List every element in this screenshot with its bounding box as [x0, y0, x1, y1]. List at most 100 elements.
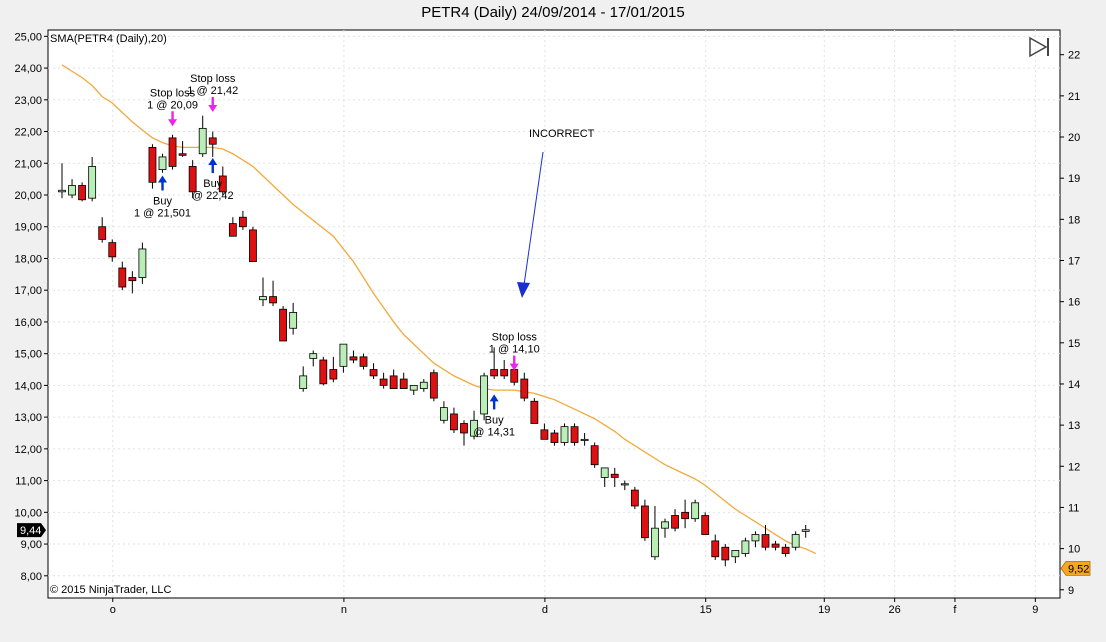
stop-label-line2: 1 @ 20,09 [147, 99, 198, 111]
right-price-tag-label: 9,52 [1068, 563, 1089, 575]
chart-title: PETR4 (Daily) 24/09/2014 - 17/01/2015 [421, 4, 685, 21]
left-tick-label: 25,00 [14, 31, 42, 43]
candle-body [510, 369, 519, 383]
candle [289, 302, 298, 335]
candle [409, 384, 418, 395]
candle [550, 429, 559, 446]
candle [530, 398, 539, 424]
candles [58, 115, 810, 567]
annotation [517, 151, 544, 298]
candle [68, 179, 76, 199]
candle-body [148, 147, 157, 183]
candle [128, 271, 137, 294]
x-tick-label: f [953, 604, 957, 616]
candle-body [610, 473, 619, 478]
left-price-tag-label: 9,44 [20, 525, 41, 537]
grid [48, 30, 1060, 598]
candle-body [349, 356, 358, 361]
candle-body [530, 400, 539, 424]
buy-arrow-shaft [492, 400, 496, 410]
candle [208, 131, 217, 157]
candle [580, 432, 589, 446]
candle [691, 499, 700, 522]
candle-body [178, 153, 187, 156]
right-tick-label: 19 [1068, 173, 1080, 185]
candle-body [329, 369, 338, 380]
candle-body [158, 156, 167, 171]
candle [399, 372, 408, 389]
candle-body [379, 378, 388, 386]
buy-arrow-icon [158, 175, 167, 183]
buy-arrow-shaft [211, 164, 214, 174]
candle-body [78, 185, 86, 201]
candle-body [249, 229, 257, 263]
left-tick-label: 18,00 [14, 253, 42, 265]
candle [791, 531, 800, 551]
candle-body [570, 426, 579, 443]
candle [249, 226, 257, 263]
candle [168, 134, 177, 170]
stop-arrow-icon [208, 104, 218, 112]
candle [259, 277, 267, 307]
skip-to-end-icon[interactable] [1029, 36, 1049, 58]
candle [108, 239, 117, 262]
candle-body [359, 356, 368, 367]
buy-label-line2: 1 @ 21,501 [134, 207, 191, 219]
left-tick-label: 15,00 [14, 349, 42, 361]
candle [389, 369, 398, 389]
candle-body [399, 378, 408, 389]
candle [761, 525, 770, 551]
candle-body [108, 242, 117, 258]
candle-body [580, 438, 589, 441]
candle-body [68, 185, 76, 196]
candle-body [651, 527, 659, 558]
buy-label-line1: Buy [485, 414, 504, 426]
candle-body [389, 375, 398, 389]
left-tick-label: 10,00 [14, 507, 42, 519]
candle [630, 486, 639, 510]
candle-body [198, 127, 207, 155]
left-tick-label: 20,00 [14, 190, 42, 202]
candle [228, 217, 237, 237]
candle [600, 467, 609, 487]
candle [369, 363, 378, 380]
left-tick-label: 19,00 [14, 222, 42, 234]
candle-body [661, 521, 669, 529]
candle-body [319, 359, 328, 385]
candle-body [339, 343, 348, 367]
candle-body [630, 489, 639, 507]
candle-body [299, 375, 308, 389]
candle [610, 467, 619, 487]
buy-label-line1: Buy [153, 195, 172, 207]
candle [460, 420, 468, 446]
candle [590, 442, 599, 468]
candle [58, 163, 66, 199]
indicator-label: SMA(PETR4 (Daily),20) [50, 33, 167, 45]
candle [520, 372, 529, 402]
candle-body [289, 312, 298, 329]
candle-body [228, 223, 237, 237]
candle-body [691, 502, 700, 520]
candle [540, 423, 549, 440]
candle [560, 423, 569, 446]
candle-body [168, 137, 177, 167]
stop-label-line1: Stop loss [492, 332, 538, 344]
sma-layer [61, 64, 817, 555]
buy-arrow-icon [489, 394, 499, 402]
candle [379, 372, 388, 389]
candle-body [590, 445, 599, 466]
right-tick-label: 14 [1068, 379, 1080, 391]
candle [339, 343, 348, 373]
right-tick-label: 10 [1068, 544, 1080, 556]
candle [570, 423, 579, 446]
candle [801, 525, 810, 538]
left-tick-label: 11,00 [15, 476, 42, 488]
right-tick-label: 21 [1068, 91, 1080, 103]
right-tick-label: 9 [1068, 585, 1074, 597]
left-tick-label: 24,00 [14, 63, 42, 75]
candle [781, 544, 790, 557]
candle-body [118, 267, 127, 288]
candle [651, 505, 659, 560]
